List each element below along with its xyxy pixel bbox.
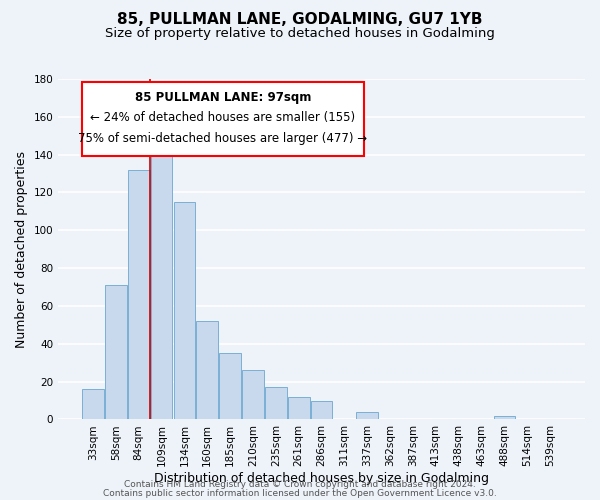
Bar — [242, 370, 264, 420]
Bar — [288, 397, 310, 419]
Text: 75% of semi-detached houses are larger (477) →: 75% of semi-detached houses are larger (… — [78, 132, 367, 145]
Bar — [173, 202, 195, 420]
Bar — [265, 388, 287, 420]
Bar — [196, 321, 218, 420]
FancyBboxPatch shape — [82, 82, 364, 156]
Bar — [105, 285, 127, 420]
Bar — [219, 354, 241, 420]
Bar — [151, 142, 172, 420]
Y-axis label: Number of detached properties: Number of detached properties — [15, 150, 28, 348]
Text: Size of property relative to detached houses in Godalming: Size of property relative to detached ho… — [105, 28, 495, 40]
Bar — [356, 412, 378, 420]
Text: Contains HM Land Registry data © Crown copyright and database right 2024.: Contains HM Land Registry data © Crown c… — [124, 480, 476, 489]
Text: 85, PULLMAN LANE, GODALMING, GU7 1YB: 85, PULLMAN LANE, GODALMING, GU7 1YB — [117, 12, 483, 28]
Bar — [82, 389, 104, 420]
Text: ← 24% of detached houses are smaller (155): ← 24% of detached houses are smaller (15… — [90, 112, 355, 124]
Text: 85 PULLMAN LANE: 97sqm: 85 PULLMAN LANE: 97sqm — [134, 91, 311, 104]
Bar — [311, 400, 332, 419]
X-axis label: Distribution of detached houses by size in Godalming: Distribution of detached houses by size … — [154, 472, 489, 485]
Bar — [128, 170, 149, 420]
Bar — [494, 416, 515, 420]
Text: Contains public sector information licensed under the Open Government Licence v3: Contains public sector information licen… — [103, 489, 497, 498]
